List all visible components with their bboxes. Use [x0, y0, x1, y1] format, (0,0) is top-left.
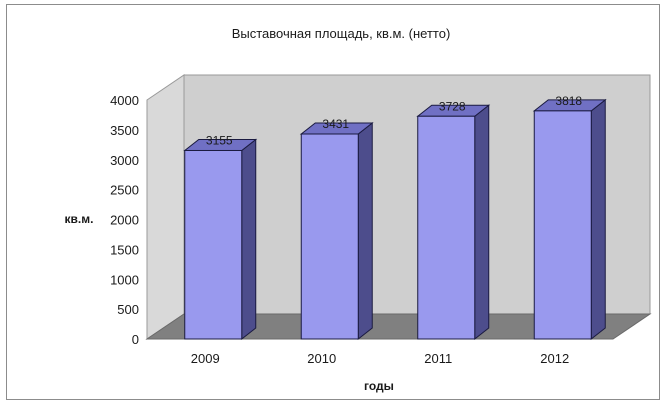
x-tick-label: 2012 — [540, 351, 569, 366]
y-tick-label: 2000 — [110, 213, 139, 228]
chart-title: Выставочная площадь, кв.м. (нетто) — [232, 26, 451, 41]
bar-side — [241, 138, 257, 341]
bar-side — [590, 98, 606, 341]
y-tick-label: 0 — [132, 332, 139, 347]
y-tick-label: 3000 — [110, 153, 139, 168]
bar-2009 — [183, 138, 258, 341]
bar-chart: 0 500 1000 1500 2000 2500 3000 3500 4000 3155 2009… — [65, 26, 652, 393]
data-label: 3155 — [206, 133, 233, 147]
x-axis-label: годы — [364, 379, 394, 393]
x-tick-label: 2009 — [191, 351, 220, 366]
y-tick-label: 1500 — [110, 242, 139, 257]
x-tick-label: 2011 — [424, 351, 452, 366]
bar-side — [357, 121, 373, 341]
bar-2012 — [532, 98, 607, 341]
y-axis-label: кв.м. — [65, 212, 94, 226]
data-label: 3431 — [322, 117, 349, 131]
bar-side — [474, 104, 490, 341]
x-tick-label: 2010 — [307, 351, 336, 366]
data-label: 3728 — [439, 99, 466, 113]
side-wall — [146, 74, 185, 340]
data-label: 3818 — [555, 94, 582, 108]
bar-front — [533, 110, 592, 340]
chart-frame: 0 500 1000 1500 2000 2500 3000 3500 4000 3155 2009… — [6, 4, 660, 400]
bar-front — [184, 149, 243, 340]
y-tick-label: 1000 — [110, 272, 139, 287]
bar-2010 — [299, 121, 374, 341]
y-tick-label: 2500 — [110, 183, 139, 198]
y-tick-label: 4000 — [110, 93, 139, 108]
y-tick-label: 500 — [117, 302, 139, 317]
bar-front — [417, 115, 476, 340]
bar-front — [300, 133, 359, 340]
bar-2011 — [416, 104, 491, 341]
y-tick-label: 3500 — [110, 123, 139, 138]
